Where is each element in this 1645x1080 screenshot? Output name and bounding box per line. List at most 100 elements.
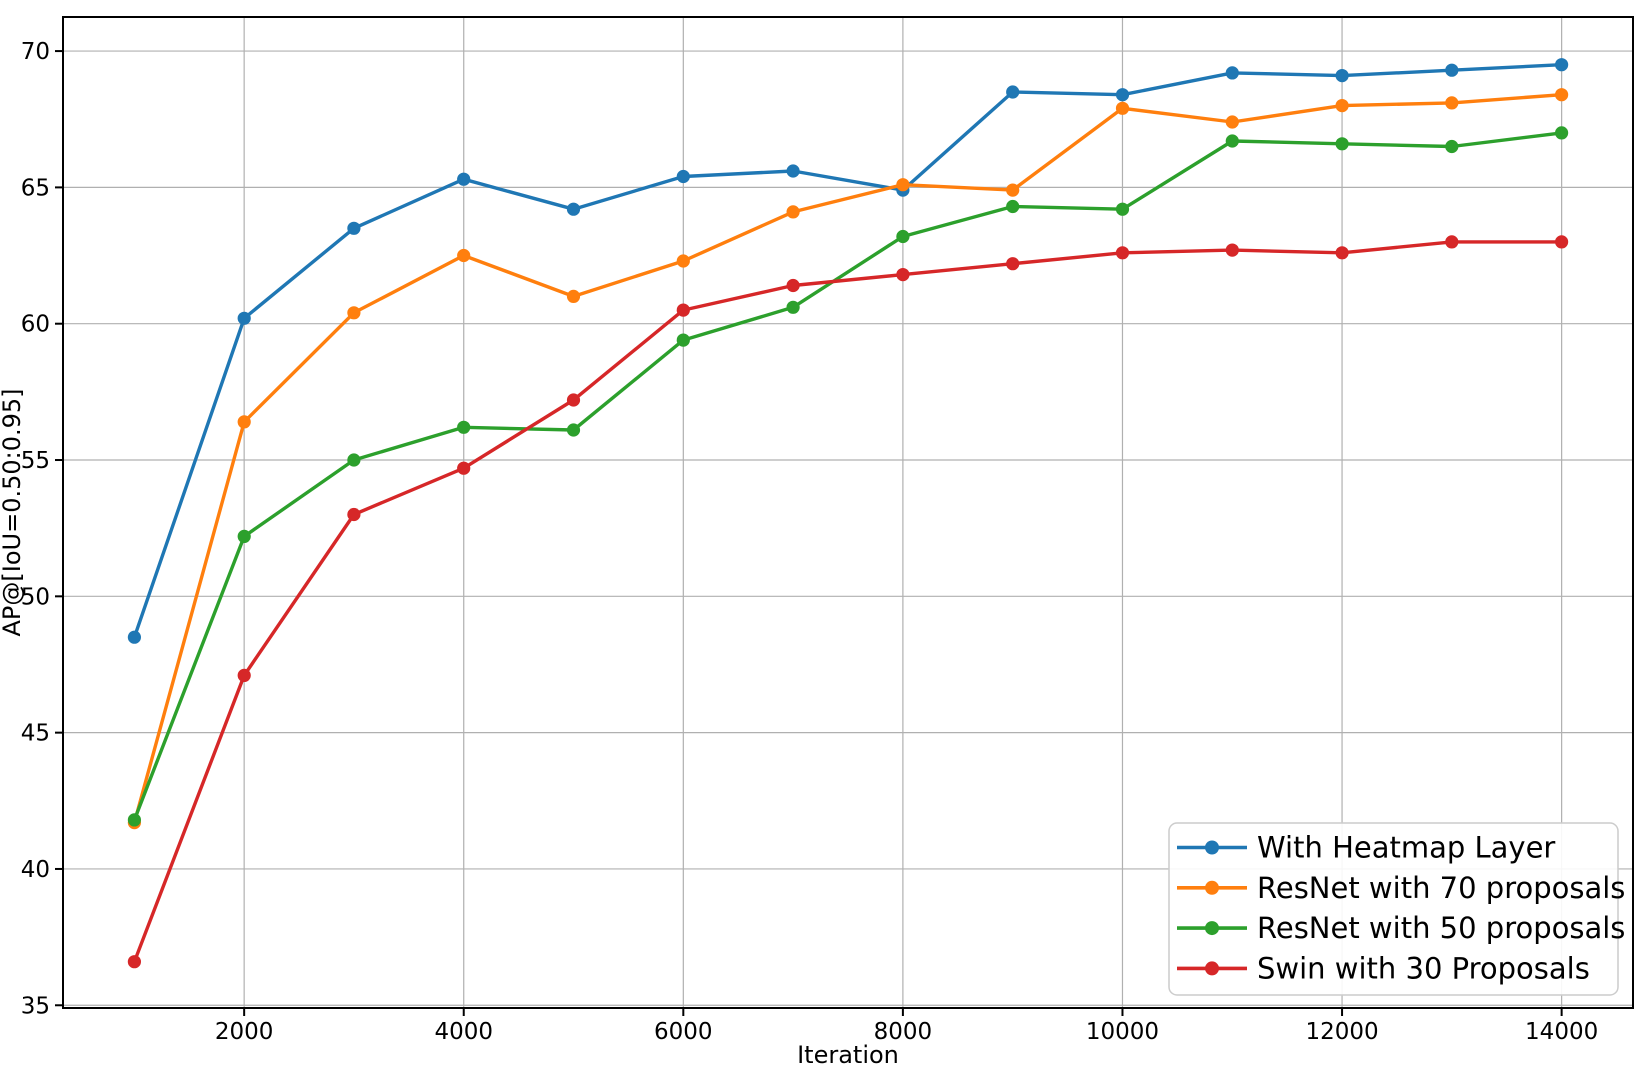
data-point-marker [1225, 243, 1239, 257]
data-point-marker [786, 205, 800, 219]
data-point-marker [786, 164, 800, 178]
y-tick-label: 45 [21, 721, 50, 747]
series-4 [127, 235, 1569, 969]
data-point-marker [347, 221, 361, 235]
data-point-marker [1555, 58, 1569, 72]
legend-item-2: ResNet with 70 proposals [1177, 871, 1625, 905]
x-tick-label: 4000 [434, 1019, 493, 1045]
data-point-marker [1006, 85, 1020, 99]
data-point-marker [1006, 183, 1020, 197]
data-point-marker [1445, 235, 1459, 249]
data-point-marker [676, 254, 690, 268]
data-point-marker [566, 289, 581, 303]
data-point-marker [1335, 246, 1349, 260]
tick-marks [55, 50, 1563, 1016]
legend-marker [1205, 921, 1219, 936]
x-tick-label: 2000 [215, 1019, 274, 1045]
data-point-marker [347, 306, 361, 320]
series-line [132, 92, 1564, 825]
data-point-marker [896, 229, 910, 244]
y-tick-label: 50 [21, 584, 50, 610]
data-point-marker [1445, 139, 1459, 154]
legend-item-4: Swin with 30 Proposals [1177, 951, 1590, 985]
gridlines [63, 17, 1633, 1008]
legend-item-1: With Heatmap Layer [1177, 831, 1555, 865]
legend-label: Swin with 30 Proposals [1257, 951, 1590, 985]
data-point-marker [1445, 63, 1459, 77]
data-point-marker [1225, 66, 1239, 80]
data-point-marker [237, 311, 251, 325]
x-tick-label: 10000 [1086, 1019, 1159, 1045]
series-2 [127, 88, 1569, 830]
data-point-marker [457, 461, 471, 475]
data-point-marker [1335, 137, 1349, 151]
axes-frame [62, 16, 1634, 1009]
data-point-marker [457, 248, 471, 263]
tick-labels: 2000 4000 6000 8000 10000 12000 14000 35 40 45 50 5… [21, 39, 1599, 1045]
data-point-marker [457, 420, 471, 434]
y-tick-label: 60 [21, 312, 50, 338]
x-tick-label: 14000 [1525, 1019, 1598, 1045]
data-point-marker [1555, 88, 1569, 102]
data-point-marker [1006, 199, 1020, 214]
legend-label: ResNet with 50 proposals [1257, 911, 1625, 945]
y-axis-label: AP@[IoU=0.50:0.95] [0, 388, 26, 636]
data-point-marker [1225, 115, 1239, 129]
legend: With Heatmap Layer ResNet with 70 proposa… [1168, 822, 1625, 996]
data-point-marker [1225, 134, 1239, 148]
data-point-marker [1445, 96, 1459, 110]
legend-label: ResNet with 70 proposals [1257, 871, 1625, 905]
data-point-marker [127, 630, 141, 644]
data-point-marker [237, 415, 251, 429]
legend-item-3: ResNet with 50 proposals [1177, 911, 1625, 945]
x-axis-label: Iteration [797, 1041, 899, 1069]
legend-box [1168, 822, 1619, 996]
series-line [132, 62, 1564, 639]
data-point-marker [127, 813, 141, 827]
x-tick-label: 8000 [874, 1019, 933, 1045]
legend-marker [1205, 961, 1219, 976]
data-point-marker [1555, 126, 1569, 140]
plot-border [62, 16, 1634, 1009]
series-3 [127, 126, 1569, 827]
data-point-marker [676, 169, 690, 184]
series-line [132, 131, 1564, 822]
data-point-marker [896, 268, 910, 282]
data-point-marker [1115, 246, 1130, 260]
data-point-marker [1555, 235, 1569, 249]
data-point-marker [237, 668, 251, 683]
legend-label: With Heatmap Layer [1257, 831, 1555, 865]
data-point-marker [457, 172, 471, 186]
y-tick-label: 35 [21, 993, 50, 1019]
x-tick-label: 12000 [1305, 1019, 1378, 1045]
series-line [132, 240, 1564, 964]
data-point-marker [566, 423, 581, 437]
data-point-marker [127, 955, 141, 969]
y-tick-label: 65 [21, 175, 50, 201]
data-point-marker [1335, 69, 1349, 83]
data-point-marker [1115, 101, 1130, 115]
data-point-marker [1006, 257, 1020, 271]
data-point-marker [676, 333, 690, 347]
data-point-marker [676, 303, 690, 317]
y-tick-label: 55 [21, 448, 50, 474]
data-point-marker [896, 178, 910, 192]
data-point-marker [566, 393, 581, 407]
legend-marker [1205, 880, 1219, 895]
data-point-marker [347, 453, 361, 467]
y-tick-label: 40 [21, 857, 50, 883]
series-lines [127, 58, 1569, 969]
legend-marker [1205, 840, 1219, 855]
y-tick-label: 70 [21, 39, 50, 65]
x-tick-label: 6000 [654, 1019, 713, 1045]
data-point-marker [1335, 99, 1349, 113]
data-point-marker [786, 278, 800, 293]
data-point-marker [1115, 202, 1130, 216]
data-point-marker [786, 300, 800, 314]
data-point-marker [347, 507, 361, 522]
series-1 [127, 58, 1569, 644]
data-point-marker [1115, 88, 1130, 102]
data-point-marker [566, 202, 581, 216]
